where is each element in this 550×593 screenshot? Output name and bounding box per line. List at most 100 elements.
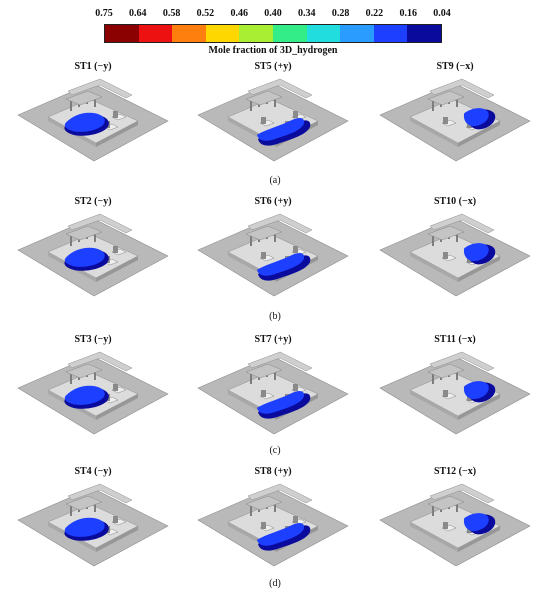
panel-title: ST3 (−y) — [74, 334, 112, 345]
platform-side — [96, 121, 138, 147]
platform-side — [458, 526, 500, 552]
platform-side — [96, 394, 138, 420]
subfigure-label: (a) — [269, 175, 281, 186]
dispenser-post — [94, 368, 96, 380]
colorbar-swatch — [340, 25, 374, 42]
colorbar-label: Mole fraction of 3D_hydrogen — [208, 45, 338, 56]
equipment-box — [293, 384, 298, 391]
simulation-scene — [17, 483, 169, 567]
dispenser-post — [250, 234, 252, 246]
equipment-box — [443, 390, 448, 397]
canopy — [65, 363, 103, 379]
platform-side — [458, 394, 500, 420]
panel-title: ST8 (+y) — [254, 466, 292, 477]
hydrogen-plume-core — [257, 391, 305, 414]
dispenser-post — [250, 504, 252, 516]
colorbar-tick-label: 0.46 — [230, 8, 248, 19]
wall-strip — [247, 351, 313, 372]
dispenser-post — [250, 372, 252, 384]
dispenser-post — [274, 95, 276, 107]
panel-title: ST11 (−x) — [434, 334, 476, 345]
platform-side — [96, 256, 138, 282]
dispenser-post — [70, 372, 72, 384]
wall-strip — [429, 483, 495, 504]
equipment-box — [293, 111, 298, 118]
panel-title: ST12 (−x) — [433, 466, 477, 477]
hydrogen-plume-core — [257, 523, 305, 546]
simulation-scene — [197, 483, 349, 567]
dispenser-post — [274, 368, 276, 380]
colorbar-tick-label: 0.34 — [298, 8, 316, 19]
hydrogen-plume-core — [64, 247, 105, 267]
dispenser-post — [432, 234, 434, 246]
hydrogen-plume-core — [64, 112, 105, 132]
dispenser-post — [94, 95, 96, 107]
panel-title: ST1 (−y) — [74, 61, 112, 72]
platform-side — [410, 117, 458, 147]
wall-strip — [67, 213, 133, 234]
wall-strip — [247, 78, 313, 99]
hydrogen-plume-core — [463, 513, 489, 532]
colorbar-tick-label: 0.16 — [399, 8, 417, 19]
subfigure-label: (b) — [269, 311, 281, 322]
panel-title: ST6 (+y) — [254, 196, 292, 207]
colorbar-swatch — [306, 25, 341, 42]
colorbar-swatch — [172, 25, 206, 42]
colorbar-tick-label: 0.28 — [331, 8, 350, 19]
platform-side — [458, 256, 500, 282]
colorbar-swatch — [272, 25, 307, 42]
subfigure-label: (d) — [269, 578, 281, 589]
wall-strip — [67, 351, 133, 372]
colorbar-tick-label: 0.75 — [95, 8, 113, 19]
wall-strip — [429, 78, 495, 99]
platform-side — [410, 522, 458, 552]
colorbar-tick-label: 0.04 — [433, 8, 451, 19]
canopy — [65, 90, 103, 106]
subfigure-label: (c) — [269, 445, 281, 456]
colorbar-swatch — [239, 25, 273, 42]
equipment-box — [261, 522, 266, 529]
hydrogen-plume-core — [257, 118, 305, 141]
dispenser-post — [432, 504, 434, 516]
simulation-scene — [197, 351, 349, 435]
colorbar-tick-label: 0.52 — [196, 8, 215, 19]
equipment-box — [113, 384, 118, 391]
hydrogen-plume-core — [463, 243, 489, 262]
dispenser-post — [94, 500, 96, 512]
simulation-scene — [379, 483, 531, 567]
dispenser-post — [70, 99, 72, 111]
hydrogen-plume-core — [64, 517, 105, 537]
dispenser-post — [456, 95, 458, 107]
equipment-box — [443, 117, 448, 124]
simulation-scene — [17, 213, 169, 297]
colorbar-tick-label: 0.58 — [162, 8, 181, 19]
canopy — [65, 225, 103, 241]
panel-title: ST7 (+y) — [254, 334, 292, 345]
panel-title: ST4 (−y) — [74, 466, 112, 477]
dispenser-post — [70, 234, 72, 246]
colorbar-swatch — [105, 25, 139, 42]
canopy — [245, 495, 283, 511]
simulation-scene — [17, 78, 169, 162]
simulation-scene — [197, 78, 349, 162]
dispenser-post — [456, 230, 458, 242]
dispenser-post — [432, 99, 434, 111]
simulation-scene — [17, 351, 169, 435]
dispenser-post — [432, 372, 434, 384]
panel-title: ST5 (+y) — [254, 61, 292, 72]
colorbar-gradient — [104, 24, 442, 43]
hydrogen-plume-core — [257, 253, 305, 276]
simulation-scene — [379, 351, 531, 435]
equipment-box — [113, 246, 118, 253]
colorbar-tick-label: 0.40 — [264, 8, 282, 19]
colorbar-swatch — [373, 25, 408, 42]
dispenser-post — [70, 504, 72, 516]
platform-side — [96, 526, 138, 552]
canopy — [65, 495, 103, 511]
dispenser-post — [274, 230, 276, 242]
hydrogen-plume-core — [463, 381, 489, 400]
panel-title: ST2 (−y) — [74, 196, 112, 207]
equipment-box — [113, 111, 118, 118]
panel-title: ST10 (−x) — [433, 196, 477, 207]
colorbar: 0.75 0.64 0.58 0.52 0.46 0.40 0.34 0.28 0.22 0.16… — [95, 8, 451, 56]
